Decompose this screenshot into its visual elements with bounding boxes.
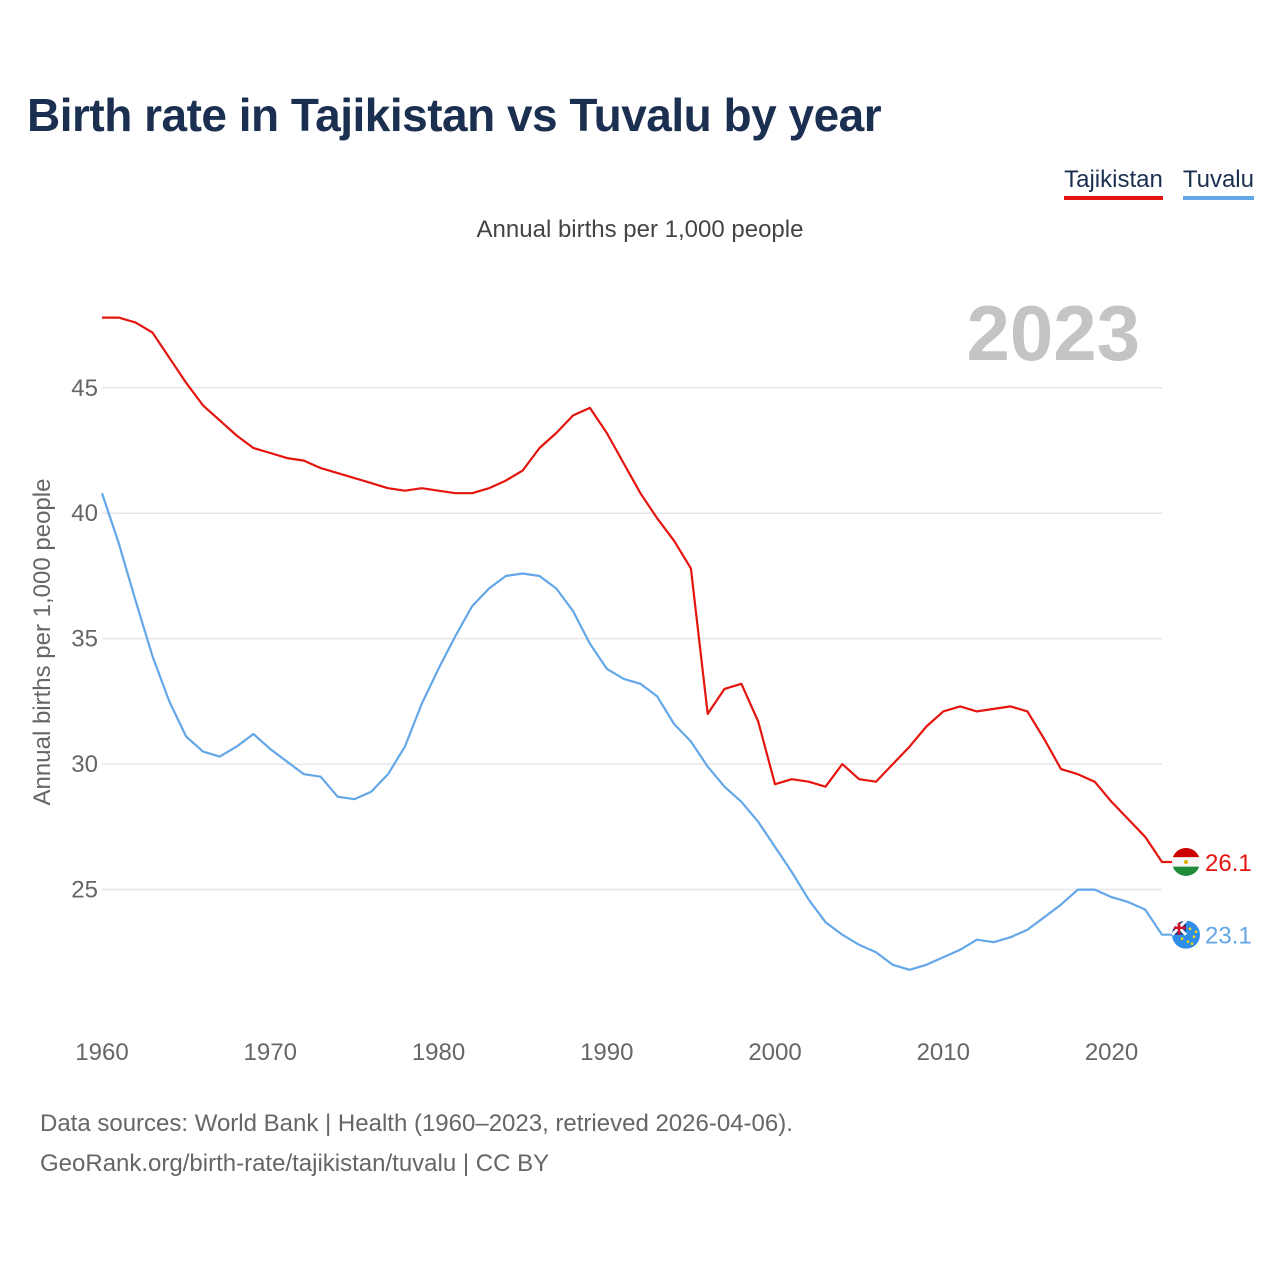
- y-tick-label: 45: [71, 375, 98, 402]
- line-chart: 25 30 35 40 45 1960 1970 1980 1990 2000 2010 2020 An…: [29, 289, 1252, 1066]
- data-source-note: Data sources: World Bank | Health (1960–…: [40, 1110, 793, 1137]
- x-tick-label: 2010: [917, 1039, 970, 1066]
- x-tick-label: 1970: [244, 1039, 297, 1066]
- source-url[interactable]: GeoRank.org/birth-rate/tajikistan/tuvalu…: [40, 1150, 550, 1177]
- tuvalu-flag-icon: [1172, 920, 1200, 949]
- y-tick-label: 30: [71, 751, 98, 778]
- legend: Tajikistan Tuvalu: [1064, 166, 1254, 200]
- series-line-tuvalu: [100, 492, 1186, 971]
- x-tick-label: 1960: [75, 1039, 128, 1066]
- legend-item-tuvalu[interactable]: Tuvalu: [1182, 166, 1254, 200]
- y-axis-title: Annual births per 1,000 people: [29, 479, 56, 806]
- footer: Data sources: World Bank | Health (1960–…: [40, 1104, 793, 1184]
- year-watermark: 2023: [966, 289, 1140, 377]
- x-tick-label: 1980: [412, 1039, 465, 1066]
- chart-subtitle: Annual births per 1,000 people: [476, 216, 804, 243]
- x-tick-label: 1990: [580, 1039, 633, 1066]
- end-value-label-tajikistan: 26.1: [1205, 850, 1252, 877]
- series-line-tajikistan: [102, 316, 1186, 864]
- x-tick-label: 2020: [1085, 1039, 1138, 1066]
- y-tick-label: 35: [71, 626, 98, 653]
- x-tick-label: 2000: [748, 1039, 801, 1066]
- y-tick-label: 25: [71, 877, 98, 904]
- tajikistan-flag-icon: [1172, 847, 1200, 876]
- y-tick-label: 40: [71, 500, 98, 527]
- end-value-label-tuvalu: 23.1: [1205, 923, 1252, 950]
- legend-item-tajikistan[interactable]: Tajikistan: [1064, 166, 1163, 200]
- chart-title: Birth rate in Tajikistan vs Tuvalu by ye…: [27, 89, 882, 141]
